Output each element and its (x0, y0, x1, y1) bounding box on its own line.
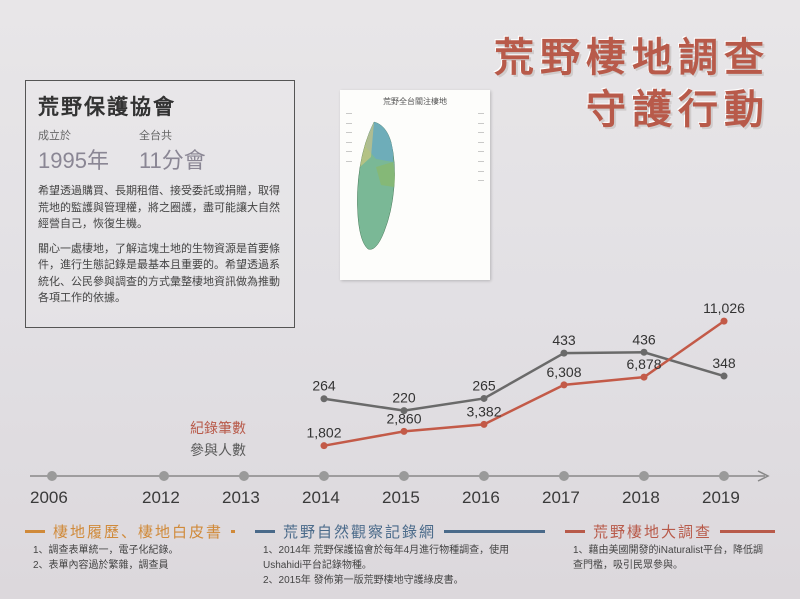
bottom-box-body: 1、調查表單統一，電子化紀錄。2、表單內容過於繁雜，調查員 (25, 539, 235, 573)
bottom-box: 荒野自然觀察記錄網1、2014年 荒野保護協會於每年4月進行物種調查，使用Ush… (255, 530, 545, 588)
stat-chapters-value: 11分會 (139, 143, 206, 175)
svg-text:1,802: 1,802 (306, 425, 341, 441)
year-label: 2016 (462, 488, 500, 508)
info-stats: 成立於 1995年 全台共 11分會 (38, 127, 282, 175)
bottom-box-body: 1、藉由美國開發的iNaturalist平台，降低調查門檻，吸引民眾參與。 (565, 539, 775, 573)
svg-text:348: 348 (712, 355, 736, 371)
svg-text:6,878: 6,878 (626, 356, 661, 372)
series1-label: 紀錄筆數 (190, 418, 246, 438)
bottom-box-title: 棲地履歷、棲地白皮書 (45, 521, 231, 542)
info-para-1: 希望透過購買、長期租借、接受委託或捐贈，取得荒地的監護與管理權，將之圈護，盡可能… (38, 183, 282, 233)
bottom-box-body: 1、2014年 荒野保護協會於每年4月進行物種調查，使用Ushahidi平台記錄… (255, 539, 545, 588)
svg-text:433: 433 (552, 332, 576, 348)
year-label: 2012 (142, 488, 180, 508)
main-title: 荒野棲地調查 守護行動 (494, 32, 770, 136)
title-line-2: 守護行動 (494, 84, 770, 136)
info-box: 荒野保護協會 成立於 1995年 全台共 11分會 希望透過購買、長期租借、接受… (25, 80, 295, 328)
svg-text:265: 265 (472, 377, 496, 393)
bottom-box: 棲地履歷、棲地白皮書1、調查表單統一，電子化紀錄。2、表單內容過於繁雜，調查員 (25, 530, 235, 588)
svg-text:264: 264 (312, 378, 336, 394)
info-heading: 荒野保護協會 (38, 91, 282, 121)
info-para-2: 關心一處棲地，了解這塊土地的生物資源是首要條件，進行生態記錄是最基本且重要的。希… (38, 241, 282, 307)
title-line-1: 荒野棲地調查 (494, 32, 770, 84)
stat-chapters-label: 全台共 (139, 127, 206, 143)
svg-text:3,382: 3,382 (466, 403, 501, 419)
bottom-box: 荒野棲地大調查1、藉由美國開發的iNaturalist平台，降低調查門檻，吸引民… (565, 530, 775, 588)
year-label: 2014 (302, 488, 340, 508)
map-title: 荒野全台關注棲地 (346, 96, 484, 107)
taiwan-map: 荒野全台關注棲地 —————— ———————— (340, 90, 490, 280)
series2-label: 參與人數 (190, 440, 246, 460)
year-label: 2017 (542, 488, 580, 508)
year-label: 2013 (222, 488, 260, 508)
chart-svg: 1,8022,8603,3826,3086,87811,026264220265… (30, 300, 770, 510)
year-label: 2019 (702, 488, 740, 508)
svg-text:220: 220 (392, 390, 416, 406)
year-label: 2015 (382, 488, 420, 508)
stat-chapters: 全台共 11分會 (139, 127, 206, 175)
stat-founded: 成立於 1995年 (38, 127, 109, 175)
taiwan-shape-icon (346, 117, 406, 257)
year-label: 2006 (30, 488, 68, 508)
map-legend-right: ———————— (478, 110, 484, 187)
bottom-sections: 棲地履歷、棲地白皮書1、調查表單統一，電子化紀錄。2、表單內容過於繁雜，調查員荒… (25, 530, 775, 588)
bottom-box-title: 荒野棲地大調查 (585, 521, 720, 542)
stat-founded-label: 成立於 (38, 127, 109, 143)
svg-text:11,026: 11,026 (703, 300, 745, 316)
bottom-box-title: 荒野自然觀察記錄網 (275, 521, 444, 542)
year-label: 2018 (622, 488, 660, 508)
timeline-chart: 紀錄筆數 參與人數 1,8022,8603,3826,3086,87811,02… (30, 300, 770, 510)
stat-founded-value: 1995年 (38, 143, 109, 175)
svg-text:436: 436 (632, 331, 656, 347)
svg-text:6,308: 6,308 (546, 364, 581, 380)
